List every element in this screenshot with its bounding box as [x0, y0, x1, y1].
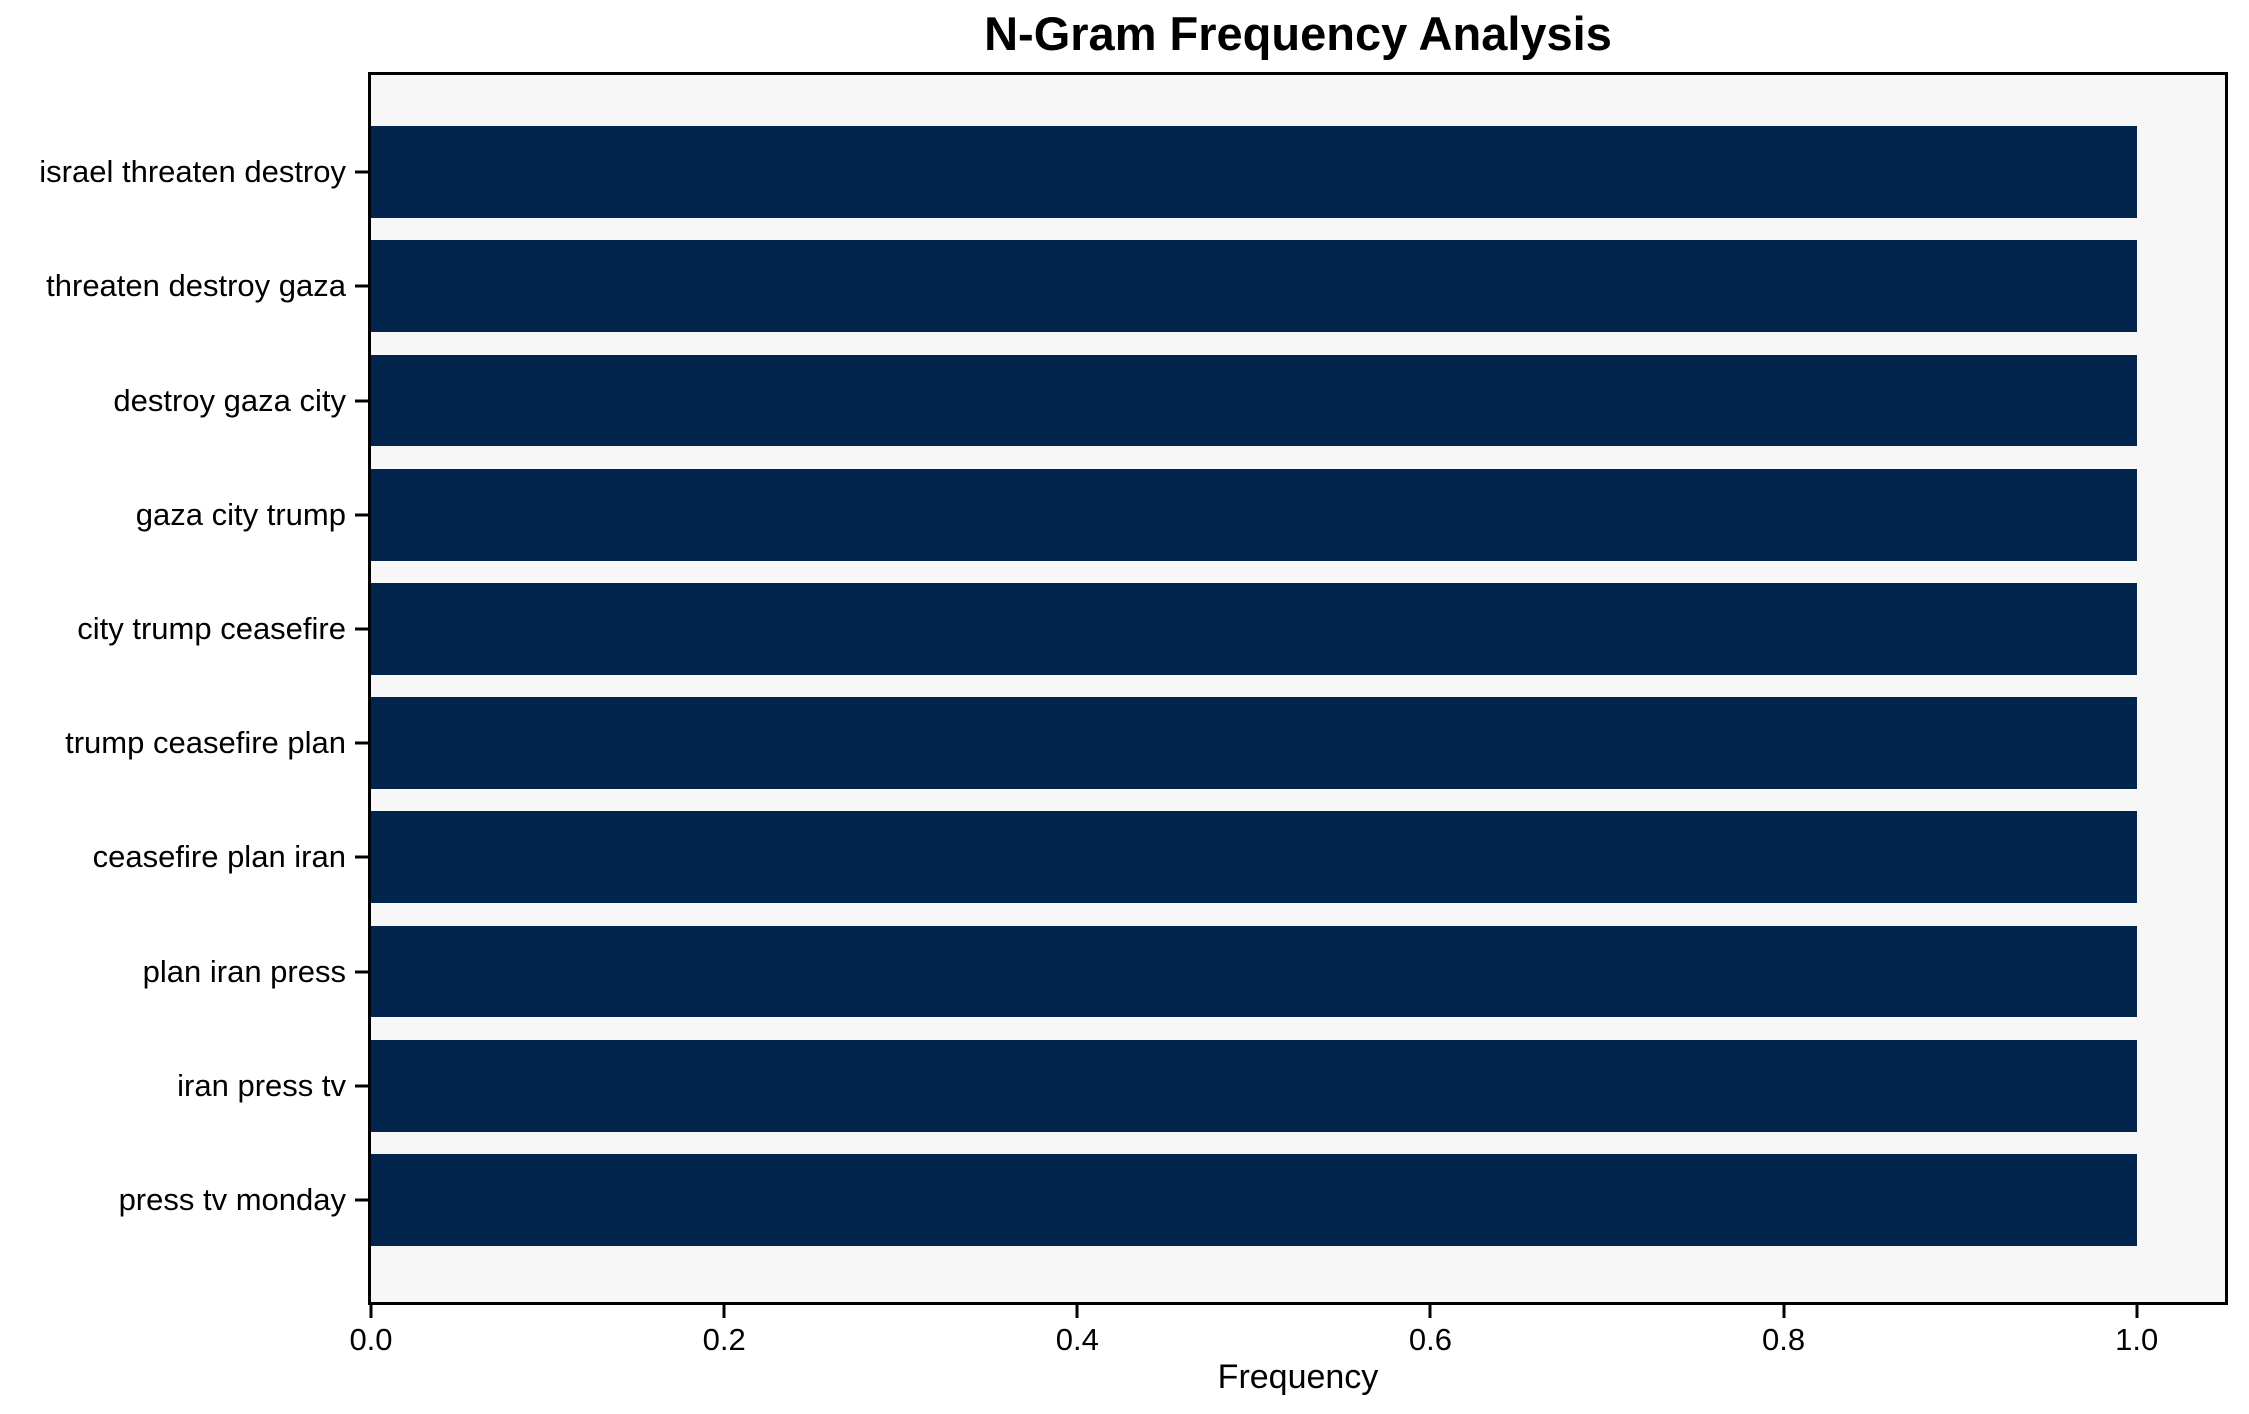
- bar-row: [371, 572, 2225, 686]
- bar: [371, 468, 2137, 561]
- chart-title: N-Gram Frequency Analysis: [984, 7, 1612, 60]
- bar-row: [371, 115, 2225, 229]
- x-axis-tick: [1782, 1305, 1786, 1318]
- bar-row: [371, 1029, 2225, 1143]
- bar: [371, 582, 2137, 675]
- bar-row: [371, 686, 2225, 800]
- bar: [371, 811, 2137, 904]
- x-axis-tick-label: 0.6: [1408, 1322, 1452, 1357]
- y-axis-tick: [355, 627, 368, 631]
- bar: [371, 1153, 2137, 1246]
- bar-row: [371, 343, 2225, 457]
- bar-series: [371, 115, 2225, 1257]
- x-axis-tick-label: 0.2: [702, 1322, 746, 1357]
- y-axis-tick-label: threaten destroy gaza: [46, 268, 346, 304]
- y-axis-tick: [355, 855, 368, 859]
- x-axis-tick: [1075, 1305, 1079, 1318]
- y-axis-tick-label: israel threaten destroy: [39, 154, 346, 190]
- bar-row: [371, 800, 2225, 914]
- bar: [371, 126, 2137, 219]
- bar-row: [371, 458, 2225, 572]
- x-axis: 0.0 0.2 0.4 0.6 0.8 1.0: [349, 1305, 2225, 1365]
- y-axis: israel threaten destroy threaten destroy …: [0, 72, 368, 1305]
- x-axis-tick-label: 1.0: [2115, 1322, 2159, 1357]
- bar: [371, 354, 2137, 447]
- bar-row: [371, 914, 2225, 1028]
- bar: [371, 240, 2137, 333]
- y-axis-tick: [355, 513, 368, 517]
- y-axis-tick: [355, 399, 368, 402]
- y-axis-tick-label: press tv monday: [118, 1181, 346, 1217]
- y-axis-tick-label: city trump ceasefire: [77, 610, 346, 646]
- x-axis-tick: [722, 1305, 726, 1318]
- plot-area: [368, 72, 2228, 1305]
- bar: [371, 925, 2137, 1018]
- y-axis-tick: [355, 970, 368, 973]
- x-axis-tick: [369, 1305, 373, 1318]
- x-axis-tick: [1428, 1305, 1432, 1318]
- bar-row: [371, 229, 2225, 343]
- y-axis-tick: [355, 284, 368, 288]
- y-axis-tick-label: destroy gaza city: [113, 382, 346, 418]
- x-axis-label: Frequency: [1217, 1358, 1379, 1396]
- x-axis-tick-label: 0.8: [1762, 1322, 1806, 1357]
- x-axis-tick-label: 0.0: [349, 1322, 393, 1357]
- y-axis-tick-label: iran press tv: [177, 1067, 346, 1103]
- y-axis-tick-label: plan iran press: [142, 953, 346, 989]
- y-axis-tick-label: gaza city trump: [135, 496, 346, 532]
- y-axis-tick: [355, 170, 368, 174]
- y-axis-tick: [355, 1084, 368, 1088]
- y-axis-tick-label: trump ceasefire plan: [65, 725, 346, 761]
- y-axis-tick: [355, 1198, 368, 1202]
- x-axis-tick: [2135, 1305, 2139, 1318]
- y-axis-tick-label: ceasefire plan iran: [92, 839, 346, 875]
- y-axis-tick: [355, 741, 368, 745]
- bar: [371, 697, 2137, 790]
- bar: [371, 1039, 2137, 1132]
- x-axis-tick-label: 0.4: [1055, 1322, 1099, 1357]
- bar-row: [371, 1143, 2225, 1257]
